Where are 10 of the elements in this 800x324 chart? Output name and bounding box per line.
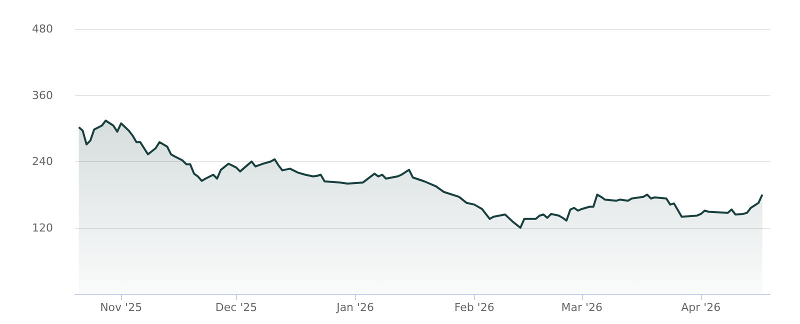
x-tick-label: Feb '26 <box>454 301 494 314</box>
x-tick-label: Jan '26 <box>336 301 374 314</box>
y-tick-label: 480 <box>32 22 53 36</box>
x-tick-label: Apr '26 <box>681 301 721 314</box>
x-tick-label: Dec '25 <box>215 301 258 314</box>
y-tick-label: 240 <box>32 155 53 168</box>
x-tick-label: Mar '26 <box>561 301 602 314</box>
x-tick-label: Nov '25 <box>100 301 142 314</box>
y-tick-label: 360 <box>32 88 53 102</box>
y-tick-label: 120 <box>32 221 53 234</box>
